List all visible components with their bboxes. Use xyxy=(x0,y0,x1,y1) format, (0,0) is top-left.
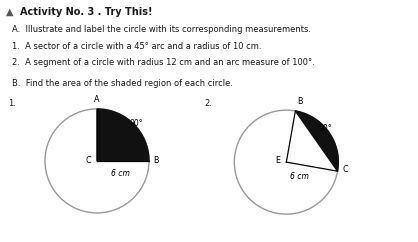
Polygon shape xyxy=(296,111,338,171)
Text: 1.  A sector of a circle with a 45° arc and a radius of 10 cm.: 1. A sector of a circle with a 45° arc a… xyxy=(12,42,261,51)
Text: A: A xyxy=(94,95,100,104)
Text: Activity No. 3 . Try This!: Activity No. 3 . Try This! xyxy=(20,7,153,17)
Text: B: B xyxy=(153,156,158,166)
Text: 6 cm: 6 cm xyxy=(290,172,309,181)
Text: 1.: 1. xyxy=(8,99,16,108)
Text: ▲: ▲ xyxy=(6,7,14,17)
Text: 90°: 90° xyxy=(319,124,332,133)
Text: A.  Illustrate and label the circle with its corresponding measurements.: A. Illustrate and label the circle with … xyxy=(12,25,311,34)
Text: 2.  A segment of a circle with radius 12 cm and an arc measure of 100°.: 2. A segment of a circle with radius 12 … xyxy=(12,58,314,67)
Polygon shape xyxy=(97,109,149,161)
Text: 90°: 90° xyxy=(129,119,143,128)
Text: 6 cm: 6 cm xyxy=(111,169,130,178)
Text: C: C xyxy=(342,165,348,174)
Text: B.  Find the area of the shaded region of each circle.: B. Find the area of the shaded region of… xyxy=(12,79,233,88)
Text: 2.: 2. xyxy=(205,99,213,108)
Text: E: E xyxy=(275,156,280,165)
Text: B: B xyxy=(297,97,303,106)
Text: C: C xyxy=(85,156,91,166)
